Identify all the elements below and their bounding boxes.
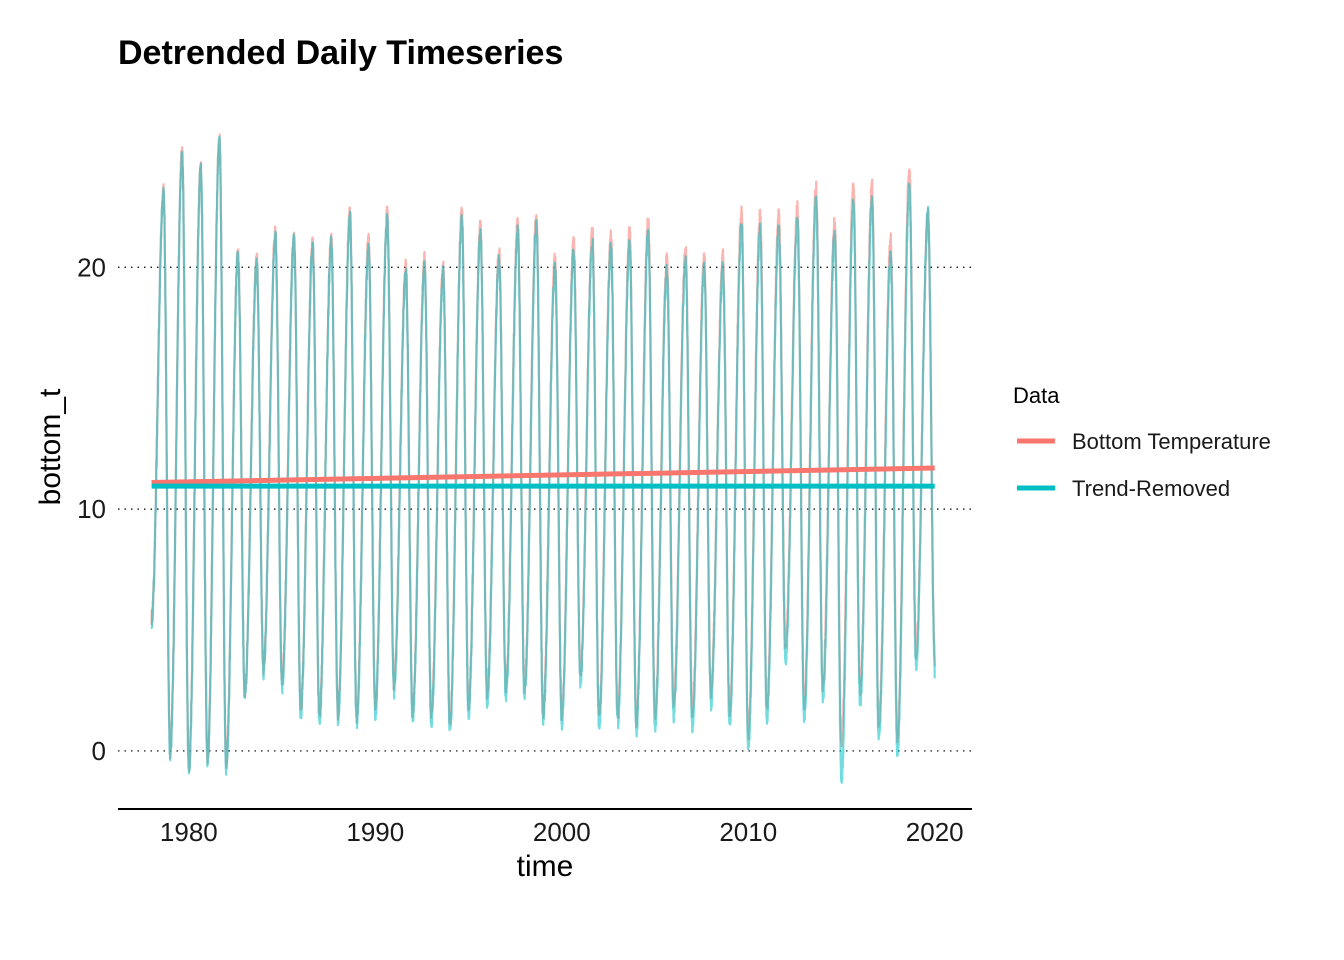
x-tick-label: 2000 xyxy=(533,817,591,847)
trend-lines-layer xyxy=(151,465,935,489)
series-line-trend-removed xyxy=(150,135,936,784)
legend: Data Bottom Temperature Trend-Removed xyxy=(1013,383,1271,501)
x-axis-label: time xyxy=(517,850,574,883)
x-tick-label: 1980 xyxy=(160,817,218,847)
legend-label-bottom-temperature: Bottom Temperature xyxy=(1072,429,1271,454)
legend-label-trend-removed: Trend-Removed xyxy=(1072,476,1230,501)
chart-title: Detrended Daily Timeseries xyxy=(118,34,563,72)
x-axis: 1980 1990 2000 2010 2020 xyxy=(160,817,964,847)
x-tick-label: 2010 xyxy=(719,817,777,847)
legend-title: Data xyxy=(1013,383,1060,408)
x-tick-label: 2020 xyxy=(906,817,964,847)
trend-line-bottom-temperature xyxy=(151,465,935,486)
y-tick-label: 0 xyxy=(92,736,106,766)
y-axis: 0 10 20 xyxy=(77,252,106,766)
x-tick-label: 1990 xyxy=(346,817,404,847)
y-tick-label: 20 xyxy=(77,252,106,282)
y-axis-label: bottom_t xyxy=(34,388,67,505)
daily-series-layer xyxy=(150,133,936,784)
y-tick-label: 10 xyxy=(77,494,106,524)
